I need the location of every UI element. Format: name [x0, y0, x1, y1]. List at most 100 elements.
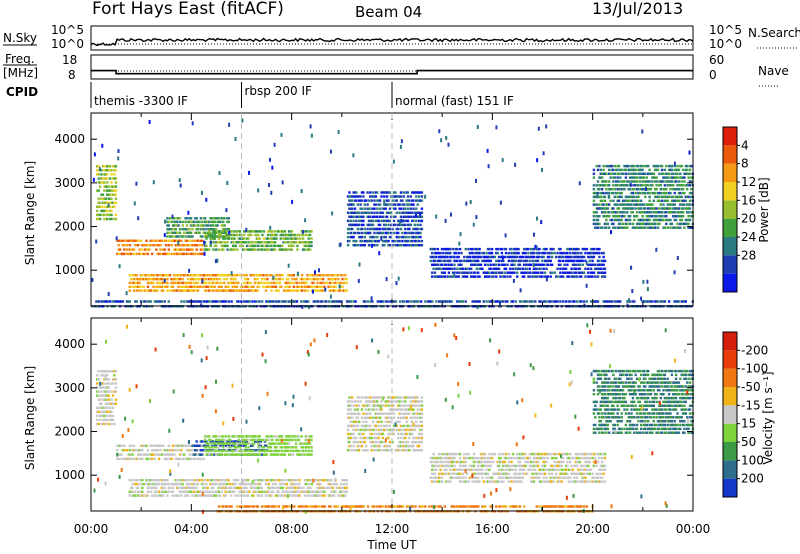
- data-cell: [416, 191, 419, 194]
- data-cell: [201, 224, 204, 227]
- data-cell: [103, 217, 106, 221]
- data-cell: [173, 274, 176, 277]
- data-cell: [265, 244, 268, 248]
- data-cell: [416, 199, 419, 202]
- data-cell: [219, 230, 222, 233]
- data-cell: [406, 223, 410, 227]
- data-cell: [601, 211, 604, 214]
- data-cell: [392, 203, 396, 206]
- data-cell: [621, 188, 625, 191]
- data-cell: [578, 267, 582, 270]
- data-cell: [306, 244, 309, 248]
- data-cell: [289, 289, 293, 292]
- data-cell: [202, 224, 205, 227]
- data-cell: [294, 241, 298, 244]
- data-cell: [564, 259, 568, 263]
- data-cell: [287, 453, 291, 456]
- data-cell: [617, 207, 621, 210]
- data-cell: [631, 199, 635, 202]
- data-cell: [388, 244, 392, 247]
- data-cell: [559, 247, 562, 251]
- data-cell: [620, 168, 623, 172]
- data-cell: [638, 207, 642, 210]
- data-cell: [615, 184, 618, 187]
- data-cell: [259, 438, 263, 442]
- data-cell: [635, 180, 639, 183]
- data-cell: [669, 211, 672, 214]
- data-cell: [185, 494, 188, 497]
- data-cell: [367, 239, 371, 243]
- data-cell: [312, 300, 315, 303]
- data-cell: [171, 277, 175, 281]
- data-cell: [616, 215, 619, 218]
- data-cell: [252, 285, 255, 288]
- data-cell: [346, 235, 350, 239]
- data-cell: [381, 207, 385, 210]
- data-cell: [642, 207, 646, 210]
- data-cell: [456, 247, 459, 251]
- data-cell: [153, 457, 157, 461]
- data-cell: [645, 164, 648, 168]
- data-cell: [243, 438, 246, 442]
- data-cell: [146, 252, 150, 256]
- data-cell: [101, 374, 105, 377]
- data-cell: [578, 181, 581, 186]
- data-cell: [272, 237, 275, 240]
- data-cell: [496, 267, 499, 270]
- data-cell: [398, 235, 401, 239]
- data-cell: [472, 255, 476, 259]
- data-cell: [400, 218, 403, 223]
- data-cell: [447, 247, 451, 251]
- data-cell: [128, 239, 131, 242]
- data-cell: [188, 248, 191, 251]
- data-cell: [201, 239, 204, 242]
- data-cell: [100, 402, 103, 405]
- data-cell: [390, 211, 393, 214]
- data-cell: [470, 271, 473, 274]
- data-cell: [198, 220, 201, 224]
- data-cell: [199, 224, 203, 227]
- data-cell: [684, 195, 687, 199]
- data-cell: [635, 184, 639, 187]
- data-cell: [159, 449, 162, 452]
- data-cell: [417, 195, 421, 198]
- data-cell: [184, 239, 187, 242]
- data-cell: [446, 300, 449, 303]
- data-cell: [606, 211, 609, 214]
- data-cell: [681, 199, 685, 202]
- data-cell: [146, 244, 150, 247]
- data-cell: [352, 195, 355, 198]
- data-cell: [185, 228, 189, 231]
- data-cell: [205, 281, 208, 285]
- colorbar-tick-label: 28: [741, 248, 756, 262]
- data-cell: [138, 479, 141, 482]
- data-cell: [654, 215, 657, 218]
- data-cell: [489, 259, 492, 263]
- data-cell: [127, 300, 130, 303]
- data-cell: [419, 199, 422, 202]
- data-cell: [578, 255, 582, 259]
- data-cell: [181, 228, 184, 231]
- data-cell: [130, 453, 133, 456]
- data-cell: [131, 248, 134, 251]
- data-cell: [131, 490, 134, 493]
- data-cell: [195, 300, 198, 303]
- data-cell: [146, 457, 150, 461]
- data-cell: [346, 239, 350, 243]
- data-cell: [594, 191, 597, 195]
- nsky-tick-bottom: 10^0: [51, 37, 84, 51]
- data-cell: [609, 176, 612, 179]
- data-cell: [383, 223, 386, 227]
- data-cell: [451, 255, 455, 259]
- data-cell: [170, 453, 173, 456]
- data-cell: [369, 235, 372, 239]
- nsearch-tick-bottom: 10^0: [709, 37, 742, 51]
- data-cell: [184, 289, 187, 292]
- data-cell: [187, 248, 190, 251]
- data-cell: [252, 435, 256, 438]
- data-cell: [362, 191, 365, 194]
- data-cell: [655, 215, 658, 218]
- data-cell: [271, 435, 274, 438]
- data-cell: [223, 235, 226, 238]
- data-cell: [192, 244, 196, 247]
